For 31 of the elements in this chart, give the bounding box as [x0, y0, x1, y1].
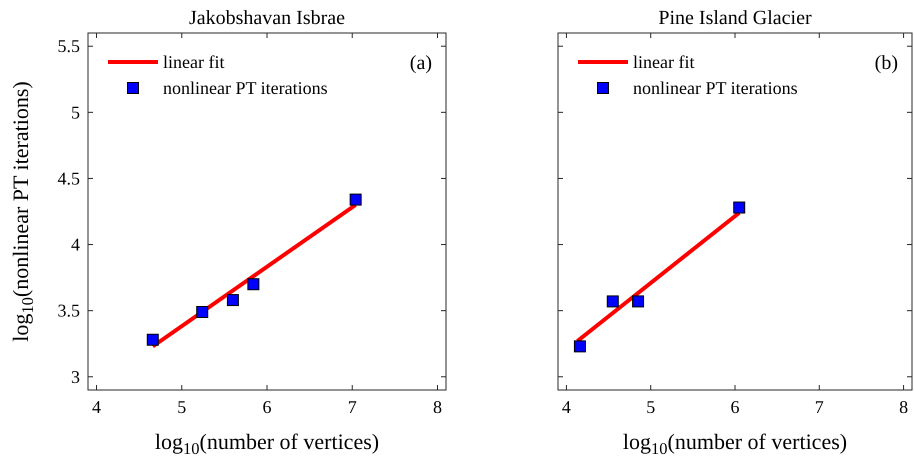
- legend-label: nonlinear PT iterations: [633, 78, 798, 98]
- annotation: (a): [410, 52, 432, 74]
- legend-label: linear fit: [163, 52, 224, 72]
- x-axis-title: log$_{10}$(number of vertices): [622, 429, 848, 458]
- x-tick-label: 8: [899, 397, 908, 417]
- x-tick-label: 6: [262, 397, 272, 417]
- x-tick-label: 7: [348, 397, 357, 417]
- x-tick-label: 7: [814, 397, 824, 417]
- y-tick-label: 4.5: [58, 168, 80, 188]
- point: [350, 194, 362, 206]
- chart-title: Jakobshavan Isbrae: [188, 7, 346, 29]
- legend-label: linear fit: [633, 52, 694, 72]
- x-tick-label: 5: [177, 397, 186, 417]
- chart-title: Pine Island Glacier: [658, 7, 812, 29]
- x-tick-label: 8: [432, 397, 442, 417]
- x-axis-title: log$_{10}$(number of vertices): [154, 429, 380, 458]
- x-tick-label: 4: [92, 397, 102, 417]
- x-tick-label: 6: [730, 397, 740, 417]
- point: [247, 278, 260, 290]
- legend-label: nonlinear PT iterations: [163, 78, 328, 98]
- y-tick-label: 5.5: [58, 36, 80, 56]
- point: [146, 334, 159, 346]
- y-tick-label: 3: [71, 366, 80, 387]
- y-tick-label: 3.5: [58, 300, 80, 321]
- x-tick-label: 5: [646, 397, 656, 417]
- point: [196, 306, 208, 318]
- point: [226, 294, 239, 306]
- x-tick-label: 4: [562, 397, 571, 417]
- y-tick-label: 5: [71, 102, 80, 122]
- annotation: (b): [874, 52, 898, 74]
- y-tick-label: 4: [71, 234, 80, 255]
